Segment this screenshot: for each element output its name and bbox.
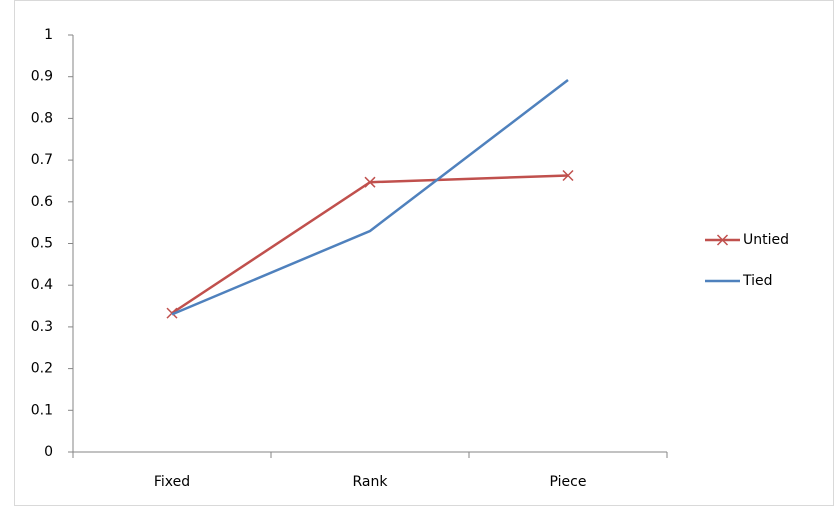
marker — [562, 169, 574, 182]
y-tick-label: 1 — [44, 27, 53, 43]
marker — [364, 176, 376, 188]
x-tick-label: Fixed — [154, 474, 190, 490]
legend-label: Untied — [743, 232, 789, 248]
marker — [716, 234, 729, 246]
y-tick-label: 0.3 — [31, 319, 53, 335]
y-tick-label: 0.5 — [31, 236, 53, 252]
x-tick-label: Rank — [353, 474, 389, 490]
y-tick-label: 0.2 — [31, 361, 53, 377]
y-tick-label: 0.1 — [31, 402, 53, 418]
y-tick-label: 0.9 — [31, 69, 53, 85]
y-tick-label: 0.4 — [31, 277, 53, 293]
chart-frame — [14, 0, 834, 506]
y-tick-label: 0.7 — [31, 152, 53, 168]
y-tick-label: 0 — [44, 444, 53, 460]
y-tick-label: 0.6 — [31, 194, 53, 210]
y-tick-label: 0.8 — [31, 110, 53, 126]
x-tick-label: Piece — [550, 474, 587, 490]
legend-label: Tied — [742, 273, 773, 289]
series-line — [171, 79, 569, 316]
